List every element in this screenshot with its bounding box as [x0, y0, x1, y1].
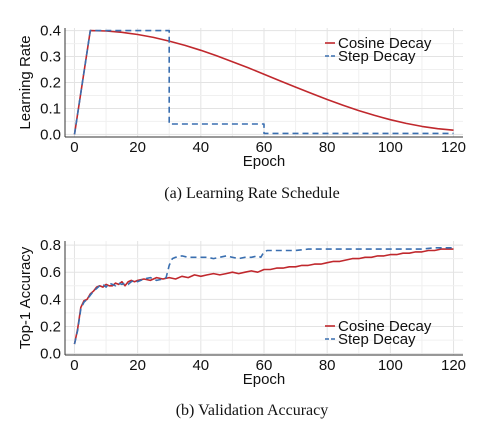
lr-y-tick-label: 0.4 — [40, 23, 61, 40]
lr-x-tick-label: 0 — [70, 139, 78, 156]
validation-accuracy-chart: 0 20 40 60 80 100 120 0.0 0.2 0.4 0.6 0.8 Epoch Top-1… — [17, 237, 466, 388]
lr-x-tick-label: 20 — [129, 139, 146, 156]
lr-grid — [65, 28, 463, 137]
acc-series-step-decay — [73, 247, 454, 345]
acc-x-tick-label: 80 — [319, 357, 336, 374]
lr-y-tick-label: 0.1 — [40, 100, 61, 117]
lr-y-axis-title: Learning Rate — [17, 35, 34, 129]
acc-x-tick-label: 0 — [70, 357, 78, 374]
acc-y-tick-label: 0.4 — [40, 291, 61, 308]
acc-x-tick-label: 20 — [129, 357, 146, 374]
acc-y-tick-label: 0.2 — [40, 319, 61, 336]
acc-x-tick-label: 120 — [441, 357, 466, 374]
acc-y-tick-label: 0.8 — [40, 237, 61, 254]
acc-legend-label-cosine-decay: Cosine Decay — [338, 318, 432, 335]
lr-x-tick-label: 80 — [319, 139, 336, 156]
lr-x-axis-title: Epoch — [243, 153, 286, 170]
acc-legend-label-step-decay: Step Decay — [338, 331, 416, 348]
acc-y-tick-label: 0.0 — [40, 346, 61, 363]
lr-y-tick-label: 0.2 — [40, 75, 61, 92]
lr-y-tick-label: 0.3 — [40, 49, 61, 66]
caption-validation-accuracy: (b) Validation Accuracy — [175, 402, 329, 419]
acc-y-axis-title: Top-1 Accuracy — [17, 246, 34, 349]
acc-x-tick-label: 100 — [378, 357, 403, 374]
acc-y-tick-label: 0.6 — [40, 264, 61, 281]
lr-legend-label-step-decay: Step Decay — [338, 48, 416, 65]
acc-grid — [65, 241, 463, 355]
lr-y-tick-label: 0.0 — [40, 126, 61, 143]
lr-legend-label-cosine-decay: Cosine Decay — [338, 35, 432, 52]
acc-x-tick-label: 60 — [256, 357, 273, 374]
lr-series-cosine-decay — [73, 29, 454, 135]
lr-x-tick-label: 120 — [441, 139, 466, 156]
lr-x-tick-label: 40 — [192, 139, 209, 156]
learning-rate-chart: 0 20 40 60 80 100 120 0.0 0.1 0.2 0.3 0.4 Epoch Learn… — [17, 23, 466, 170]
acc-x-axis-title: Epoch — [243, 371, 286, 388]
lr-series-step-decay — [73, 29, 454, 135]
lr-x-tick-label: 60 — [256, 139, 273, 156]
lr-x-tick-label: 100 — [378, 139, 403, 156]
acc-series-cosine-decay — [73, 248, 454, 345]
acc-x-tick-label: 40 — [192, 357, 209, 374]
caption-learning-rate-schedule: (a) Learning Rate Schedule — [164, 185, 340, 202]
